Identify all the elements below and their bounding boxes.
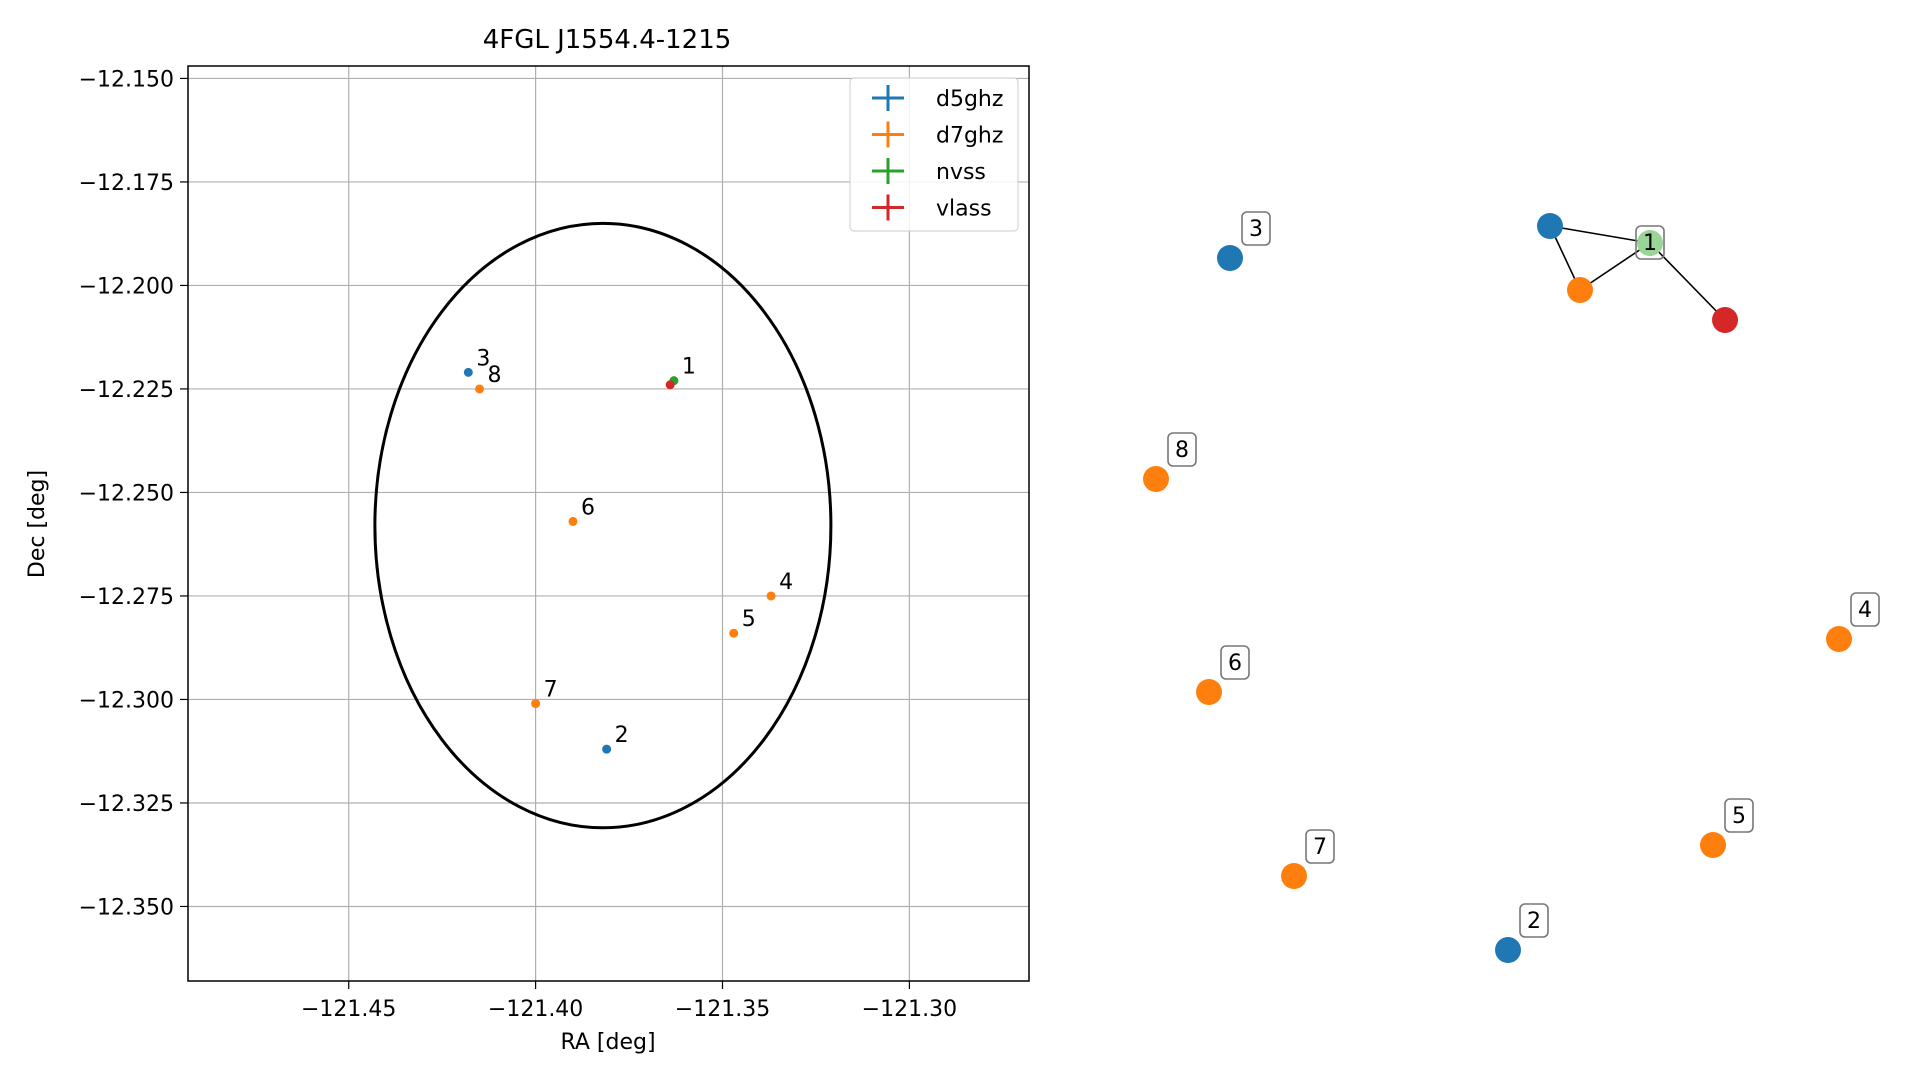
graph-edge — [1579, 242, 1651, 291]
graph-node — [1567, 277, 1593, 303]
y-tick-label: −12.350 — [79, 895, 174, 920]
node-label-text: 1 — [1643, 231, 1657, 256]
graph-node-label: 7 — [1305, 829, 1335, 864]
y-tick-label: −12.200 — [79, 274, 174, 299]
node-label-box — [1519, 903, 1549, 938]
error-ellipse-layer — [373, 221, 833, 830]
point-label: 8 — [488, 363, 502, 388]
graph-edge — [1549, 225, 1651, 244]
node-label-text: 3 — [1249, 217, 1263, 242]
point-label: 4 — [779, 570, 793, 595]
y-tick-label: −12.250 — [79, 481, 174, 506]
legend-item-nvss: nvss — [872, 158, 986, 185]
legend-item-vlass: vlass — [872, 194, 992, 222]
y-axis-title: Dec [deg] — [25, 470, 50, 578]
network-graph: 3 2 1 8 6 7 4 5 — [1143, 211, 1880, 963]
y-tick-label: −12.300 — [79, 688, 174, 713]
data-point-d5ghz — [463, 367, 473, 377]
node-label-box — [1724, 798, 1754, 833]
graph-node — [1826, 626, 1852, 652]
node-label-text: 2 — [1527, 909, 1541, 934]
legend-label: d7ghz — [936, 124, 1003, 149]
graph-node — [1217, 245, 1243, 271]
y-axis-ticks: −12.150 −12.175 −12.200 −12.225 −12.250 −12.2… — [79, 67, 188, 920]
y-tick-label: −12.325 — [79, 792, 174, 817]
graph-node — [1143, 466, 1169, 492]
graph-node-label: 1 — [1635, 225, 1665, 260]
graph-node-labels: 3 2 1 8 6 7 4 5 — [1167, 211, 1880, 938]
node-label-text: 4 — [1858, 598, 1872, 623]
data-point-d7ghz — [475, 384, 485, 394]
data-point-vlass — [665, 380, 675, 390]
x-axis-title: RA [deg] — [560, 1030, 655, 1055]
graph-node-label: 8 — [1167, 432, 1197, 467]
legend-item-d7ghz: d7ghz — [872, 121, 1003, 149]
graph-node — [1712, 307, 1738, 333]
graph-nodes — [1143, 213, 1852, 963]
plot-frame — [187, 65, 1030, 982]
point-label: 6 — [581, 495, 595, 520]
point-label: 1 — [682, 355, 696, 380]
legend: d5ghz d7ghz nvss vlass — [849, 77, 1019, 232]
point-label: 2 — [615, 723, 629, 748]
chart-title: 4FGL J1554.4-1215 — [483, 25, 732, 55]
x-tick-label: −121.40 — [488, 997, 583, 1022]
data-points — [463, 367, 776, 754]
graph-edge — [1649, 242, 1726, 321]
node-label-text: 7 — [1313, 835, 1327, 860]
legend-label: d5ghz — [936, 87, 1003, 112]
node-label-box — [1220, 645, 1250, 680]
error-ellipse — [373, 221, 833, 830]
data-point-d5ghz — [602, 744, 612, 754]
graph-node — [1495, 937, 1521, 963]
graph-node-label: 3 — [1241, 211, 1271, 246]
data-point-d7ghz — [568, 516, 578, 526]
data-point-d7ghz — [729, 628, 739, 638]
y-tick-label: −12.225 — [79, 378, 174, 403]
x-tick-label: −121.45 — [301, 997, 396, 1022]
node-label-box — [1167, 432, 1197, 467]
x-axis-ticks: −121.45 −121.40 −121.35 −121.30 — [301, 981, 957, 1022]
legend-item-d5ghz: d5ghz — [872, 85, 1003, 112]
legend-box — [849, 77, 1019, 232]
legend-items: d5ghz d7ghz nvss vlass — [872, 85, 1003, 222]
legend-label: nvss — [936, 160, 986, 185]
graph-node-label: 6 — [1220, 645, 1250, 680]
graph-node — [1637, 230, 1663, 256]
node-label-box — [1850, 592, 1880, 627]
y-tick-label: −12.175 — [79, 171, 174, 196]
data-point-d7ghz — [531, 699, 541, 709]
y-tick-label: −12.150 — [79, 67, 174, 92]
grid-lines — [188, 66, 1029, 981]
graph-node — [1281, 863, 1307, 889]
graph-node-label: 4 — [1850, 592, 1880, 627]
point-label: 3 — [476, 346, 490, 371]
node-label-text: 6 — [1228, 651, 1242, 676]
graph-node-label: 5 — [1724, 798, 1754, 833]
y-tick-label: −12.275 — [79, 585, 174, 610]
point-label: 7 — [544, 678, 558, 703]
graph-node — [1537, 213, 1563, 239]
point-labels: 3 2 8 6 45 7 1 — [476, 346, 793, 748]
node-label-text: 5 — [1732, 804, 1746, 829]
graph-node-label: 2 — [1519, 903, 1549, 938]
graph-node — [1196, 679, 1222, 705]
node-label-box — [1305, 829, 1335, 864]
point-label: 5 — [742, 607, 756, 632]
data-point-d7ghz — [766, 591, 776, 601]
x-tick-label: −121.35 — [675, 997, 770, 1022]
graph-node — [1700, 832, 1726, 858]
node-label-text: 8 — [1175, 438, 1189, 463]
legend-label: vlass — [936, 197, 992, 222]
x-tick-label: −121.30 — [862, 997, 957, 1022]
node-label-box — [1241, 211, 1271, 246]
node-label-box — [1635, 225, 1665, 260]
